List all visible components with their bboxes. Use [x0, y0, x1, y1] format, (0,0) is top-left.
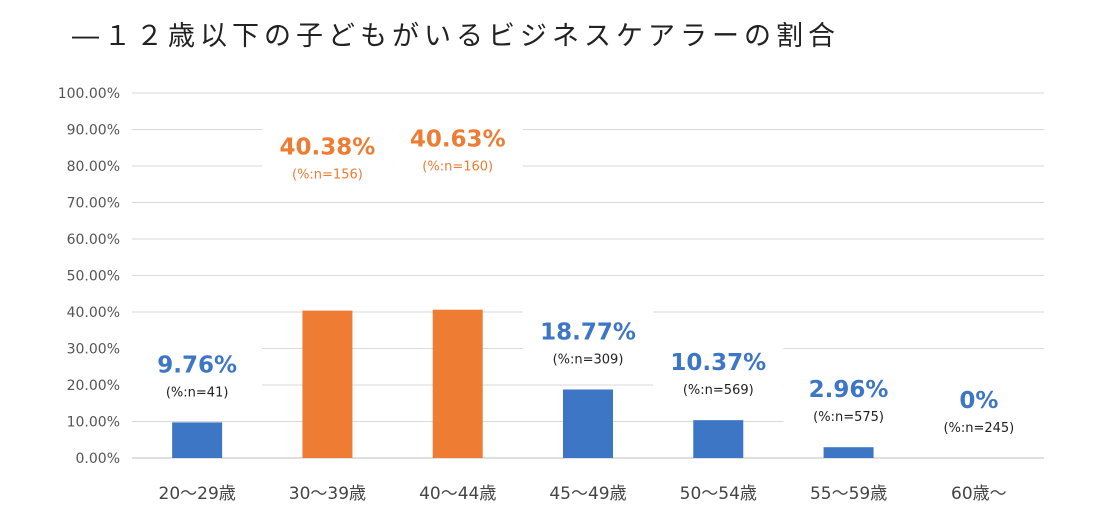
- data-label-background: [783, 367, 914, 428]
- x-tick-label: 50〜54歳: [680, 484, 757, 504]
- sample-size-label: (%:n=160): [422, 160, 493, 175]
- x-tick-label: 45〜49歳: [549, 484, 626, 504]
- data-label-background: [132, 342, 263, 403]
- x-tick-label: 55〜59歳: [810, 484, 887, 504]
- bar: [172, 422, 223, 458]
- data-label: 10.37%: [670, 350, 766, 376]
- sample-size-label: (%:n=309): [553, 352, 624, 367]
- bar: [693, 420, 744, 458]
- data-label: 2.96%: [809, 377, 889, 403]
- chart-title: ―１２歳以下の子どもがいるビジネスケアラーの割合: [72, 21, 840, 52]
- y-tick-label: 10.00%: [67, 415, 120, 431]
- data-label: 40.63%: [410, 127, 506, 153]
- sample-size-label: (%:n=245): [943, 421, 1014, 436]
- data-label-background: [653, 340, 784, 401]
- bar: [563, 389, 613, 458]
- x-tick-label: 30〜39歳: [289, 484, 366, 504]
- data-label-background: [262, 124, 393, 185]
- y-tick-label: 70.00%: [67, 196, 120, 212]
- sample-size-label: (%:n=569): [683, 383, 754, 398]
- x-tick-label: 60歳〜: [951, 484, 1007, 504]
- data-label-background: [523, 309, 653, 370]
- y-tick-label: 60.00%: [67, 232, 120, 248]
- y-tick-label: 90.00%: [67, 123, 120, 139]
- y-tick-label: 100.00%: [58, 86, 120, 102]
- data-label: 40.38%: [280, 135, 376, 161]
- y-tick-label: 80.00%: [67, 159, 120, 175]
- bar: [302, 310, 353, 458]
- y-tick-label: 30.00%: [67, 342, 120, 358]
- data-label-background: [392, 116, 523, 177]
- y-tick-label: 0.00%: [76, 451, 120, 467]
- data-label-background: [913, 378, 1044, 438]
- bar: [432, 309, 483, 458]
- y-tick-label: 20.00%: [67, 378, 120, 394]
- x-tick-label: 20〜29歳: [159, 484, 236, 504]
- sample-size-label: (%:n=156): [292, 168, 363, 183]
- sample-size-label: (%:n=41): [166, 385, 229, 400]
- y-tick-label: 50.00%: [67, 269, 120, 285]
- data-label: 0%: [959, 388, 998, 414]
- data-label: 18.77%: [540, 319, 636, 345]
- y-tick-label: 40.00%: [67, 305, 120, 321]
- data-label: 9.76%: [157, 352, 237, 378]
- sample-size-label: (%:n=575): [813, 410, 884, 425]
- x-tick-label: 40〜44歳: [419, 484, 496, 504]
- bar: [823, 447, 874, 458]
